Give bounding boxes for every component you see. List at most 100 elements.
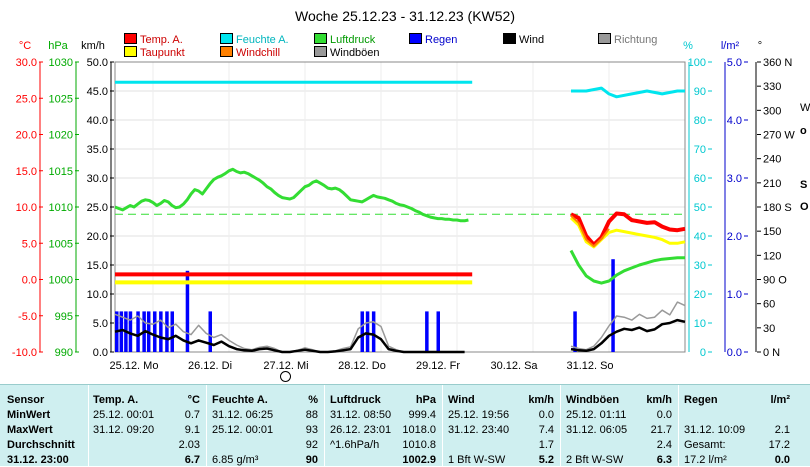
stats-cell: 1 Bft W-SW	[448, 454, 506, 466]
direction-axis-tick-label: 30	[763, 323, 775, 335]
legend-swatch	[598, 33, 611, 44]
rain-bar	[436, 311, 440, 352]
direction-axis-tick-label: 300	[763, 105, 781, 117]
series-luftdruck	[114, 167, 469, 223]
humidity-axis-tick-label: 100	[688, 57, 706, 69]
temp-axis-tick-label: 30.0	[16, 57, 37, 69]
rain-axis-tick-label: 3.0	[727, 173, 742, 185]
temp-axis-tick-label: 0.0	[22, 275, 37, 287]
speed-axis-tick-label: 50.0	[87, 57, 108, 69]
chart-axes: 30.025.020.015.010.05.00.0-5.0-10.010301…	[12, 40, 795, 372]
humidity-axis-tick-label: 50	[694, 202, 706, 214]
rain-axis-tick-label: 2.0	[727, 231, 742, 243]
direction-axis-tick-label: 180 S	[763, 202, 792, 214]
stats-column-separator	[560, 385, 561, 466]
humidity-axis-tick-label: 10	[694, 318, 706, 330]
legend-swatch	[124, 33, 137, 44]
series-windchill-so	[570, 214, 610, 248]
chart-grid	[114, 61, 686, 353]
series-wind	[114, 328, 465, 354]
stats-cell: Gesamt:	[684, 439, 726, 451]
rain-bar	[208, 311, 212, 352]
x-tick-label: 29.12. Fr	[416, 360, 460, 372]
rain-bar	[128, 311, 133, 352]
legend-swatch	[409, 33, 422, 44]
legend-label: Luftdruck	[330, 34, 376, 46]
legend-label: Regen	[425, 34, 458, 46]
rain-bar	[425, 311, 429, 352]
direction-axis-tick-label: 270 W	[763, 130, 795, 142]
speed-axis-tick-label: 40.0	[87, 115, 108, 127]
rain-bar	[360, 311, 364, 352]
axis-unit-label: %	[683, 40, 693, 52]
speed-axis-tick-label: 30.0	[87, 173, 108, 185]
stats-cell: 31.12. 06:25	[212, 409, 274, 421]
humidity-axis-tick-label: 0	[700, 347, 706, 359]
stats-value: 2.03	[178, 439, 200, 451]
stats-header-unit: km/h	[528, 394, 554, 406]
stats-value: 6.3	[656, 454, 672, 466]
legend-swatch	[314, 33, 327, 44]
stats-cell: 31.12. 08:50	[330, 409, 392, 421]
direction-axis-tick-label: 240	[763, 154, 781, 166]
stats-header: Windböen	[566, 394, 620, 406]
speed-axis-tick-label: 0.0	[93, 347, 108, 359]
humidity-axis-tick-label: 70	[694, 144, 706, 156]
legend-label: Richtung	[614, 34, 658, 46]
legend-swatch	[220, 46, 233, 57]
legend-item: Taupunkt	[124, 46, 185, 59]
stats-value: 2.4	[656, 439, 672, 451]
stats-row-label: MaxWert	[7, 424, 53, 436]
rain-bar	[153, 311, 157, 352]
legend-swatch	[220, 33, 233, 44]
legend-swatch	[124, 46, 137, 57]
x-tick-label: 27.12. Mi	[263, 360, 308, 372]
temp-axis-tick-label: 5.0	[22, 238, 37, 250]
stats-header-unit: l/m²	[770, 394, 790, 406]
humidity-axis-tick-label: 80	[694, 115, 706, 127]
rain-axis-tick-label: 5.0	[727, 57, 742, 69]
rain-bar	[365, 311, 370, 352]
stats-cell: 31.12. 09:20	[93, 424, 155, 436]
stats-header-unit: hPa	[415, 394, 436, 406]
direction-axis-tick-label: 120	[763, 250, 781, 262]
stats-value: 92	[305, 439, 318, 451]
temp-axis-tick-label: -10.0	[12, 347, 37, 359]
series-temp-a-so	[570, 211, 686, 247]
legend-label: Windchill	[236, 47, 281, 59]
rain-bar	[136, 311, 140, 352]
side-panel-letter: O	[800, 201, 809, 213]
stats-header: Luftdruck	[330, 394, 381, 406]
rain-bar	[573, 311, 577, 352]
stats-cell: 25.12. 01:11	[566, 409, 627, 421]
pressure-axis-tick-label: 995	[55, 311, 73, 323]
stats-cell: 25.12. 00:01	[93, 409, 155, 421]
legend-item: Temp. A.	[124, 33, 183, 46]
direction-axis-tick-label: 0 N	[763, 347, 780, 359]
x-tick-label: 26.12. Di	[188, 360, 232, 372]
axis-unit-label: °	[758, 40, 762, 52]
direction-axis-tick-label: 330	[763, 81, 781, 93]
legend-item: Regen	[409, 33, 457, 46]
statistics-table: Sensor Temp. A. °C Feuchte A.% Luftdruck hPa W…	[0, 384, 810, 466]
humidity-axis-tick-label: 20	[694, 289, 706, 301]
series-windb-en-so	[570, 301, 686, 351]
stats-value: 2.1	[774, 424, 790, 436]
x-tick-label: 25.12. Mo	[110, 360, 159, 372]
weather-chart: 30.025.020.015.010.05.00.0-5.0-10.010301…	[12, 8, 795, 372]
stats-value: 0.0	[656, 409, 672, 421]
chart-cursor-circle[interactable]	[280, 371, 291, 382]
temp-axis-tick-label: 20.0	[16, 130, 37, 142]
pressure-axis-tick-label: 1015	[49, 166, 73, 178]
speed-axis-tick-label: 45.0	[87, 86, 108, 98]
direction-axis-tick-label: 90 O	[763, 275, 787, 287]
speed-axis-tick-label: 5.0	[93, 318, 108, 330]
pressure-axis-tick-label: 1030	[49, 57, 73, 69]
stats-cell: 31.12. 23:40	[448, 424, 510, 436]
direction-axis-tick-label: 360 N	[763, 57, 792, 69]
legend-label: Taupunkt	[140, 47, 185, 59]
side-panel-letter: S	[800, 179, 808, 191]
temp-axis-tick-label: 25.0	[16, 93, 37, 105]
pressure-axis-tick-label: 1010	[49, 202, 73, 214]
series-taupunkt-so	[569, 216, 686, 249]
